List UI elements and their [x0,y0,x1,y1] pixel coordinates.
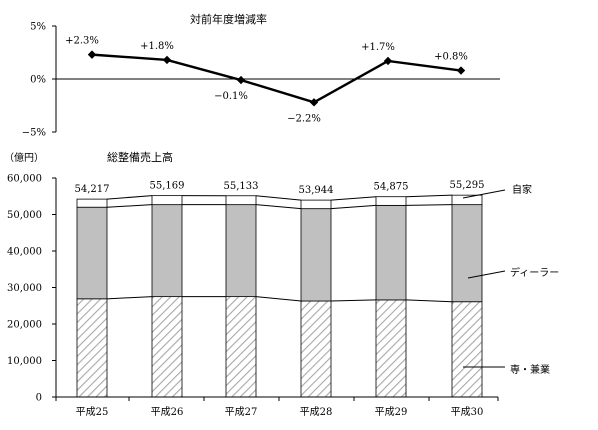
series-connector [330,196,377,201]
bar-segment [225,204,257,298]
rate-y-tick-label: 5% [30,22,46,33]
legend-label: 専・兼業 [510,363,550,376]
series-connector [330,299,377,302]
bar-segment [451,301,483,398]
bar-segment [451,204,483,303]
bar-segment [76,206,108,300]
rate-data-label: +1.7% [361,42,395,53]
series-connector [106,195,153,200]
sales-y-tick-label: 40,000 [7,247,42,258]
bar-total-label: 55,295 [450,180,485,191]
series-connector [405,204,453,206]
sales-chart-title: 総整備売上高 [107,150,173,164]
series-connector [255,296,302,302]
sales-y-tick-label: 0 [36,393,42,404]
rate-point [383,56,393,66]
rate-point [162,55,172,65]
bar-segment [76,198,108,208]
series-connector [405,194,453,198]
sales-x-ticks: 平成25 平成26 平成27 平成28 平成29 平成30 [55,397,499,418]
series-connector [330,204,377,210]
bar-segment [151,204,183,298]
sales-x-tick-label: 平成25 [76,406,109,418]
bar-segment [225,195,257,206]
bar-total-label: 55,169 [150,181,185,192]
rate-chart-title: 対前年度増減率 [190,12,267,26]
sales-chart: 総整備売上高 （億円） 54,217 55,169 55,133 53,944 54,8… [4,150,559,418]
rate-data-label: +1.8% [140,41,174,52]
series-connector [255,195,302,201]
bar-segment [375,196,407,206]
sales-y-tick-label: 60,000 [7,174,42,185]
rate-line [91,53,462,104]
rate-point [456,66,466,75]
sales-y-tick-label: 20,000 [7,320,42,331]
bar-total-label: 54,217 [75,184,110,195]
bar-total-label: 55,133 [224,181,259,192]
legend-leader-line [467,270,506,279]
series-connector [255,204,302,210]
sales-y-tick-label: 30,000 [7,283,42,294]
bar-segment [300,208,332,302]
rate-y-tick-label: −5% [22,128,46,139]
sales-x-tick-label: 平成26 [151,406,184,418]
bar-segment [375,204,407,301]
sales-bars: 54,217 55,169 55,133 53,944 54,875 55,295 [75,180,485,398]
bar-segment [300,300,332,398]
bar-segment [151,296,183,398]
legend-label: ディーラー [510,266,559,279]
bar-total-label: 53,944 [299,185,334,196]
sales-y-unit: （億円） [4,151,44,164]
bar-segment [451,194,483,206]
legend-leader-line [462,189,506,199]
bar-segment [151,195,183,206]
rate-data-label: +2.3% [65,36,99,47]
rate-data-label: +0.8% [434,52,468,63]
rate-chart: 対前年度増減率 5% 0% −5% +2.3% +1.8% −0.1% −2.2% +1.7… [22,12,500,139]
sales-y-tick-label: 50,000 [7,210,42,221]
sales-x-tick-label: 平成29 [375,406,408,418]
rate-y-tick-label: 0% [30,75,46,86]
rate-data-label: −2.2% [287,113,321,124]
bar-segment [76,298,108,398]
bar-segment [375,299,407,398]
bar-segment [225,296,257,398]
series-connector [106,296,153,300]
rate-point [87,50,97,59]
bar-total-label: 54,875 [374,182,409,193]
rate-series: +2.3% +1.8% −0.1% −2.2% +1.7% +0.8% [65,36,468,125]
rate-data-label: −0.1% [214,91,248,102]
sales-y-ticks: 0 10,000 20,000 30,000 40,000 50,000 60,000 [7,174,56,404]
series-connector [405,299,453,303]
sales-y-tick-label: 10,000 [7,356,42,367]
sales-x-tick-label: 平成30 [451,406,484,418]
sales-x-tick-label: 平成28 [300,406,333,418]
rate-y-ticks: 5% 0% −5% [22,22,56,139]
rate-point [309,98,319,107]
bar-segment [300,199,332,210]
rate-point [236,75,246,85]
sales-x-tick-label: 平成27 [225,406,258,418]
series-connector [106,204,153,208]
legend-label: 自家 [512,183,532,196]
